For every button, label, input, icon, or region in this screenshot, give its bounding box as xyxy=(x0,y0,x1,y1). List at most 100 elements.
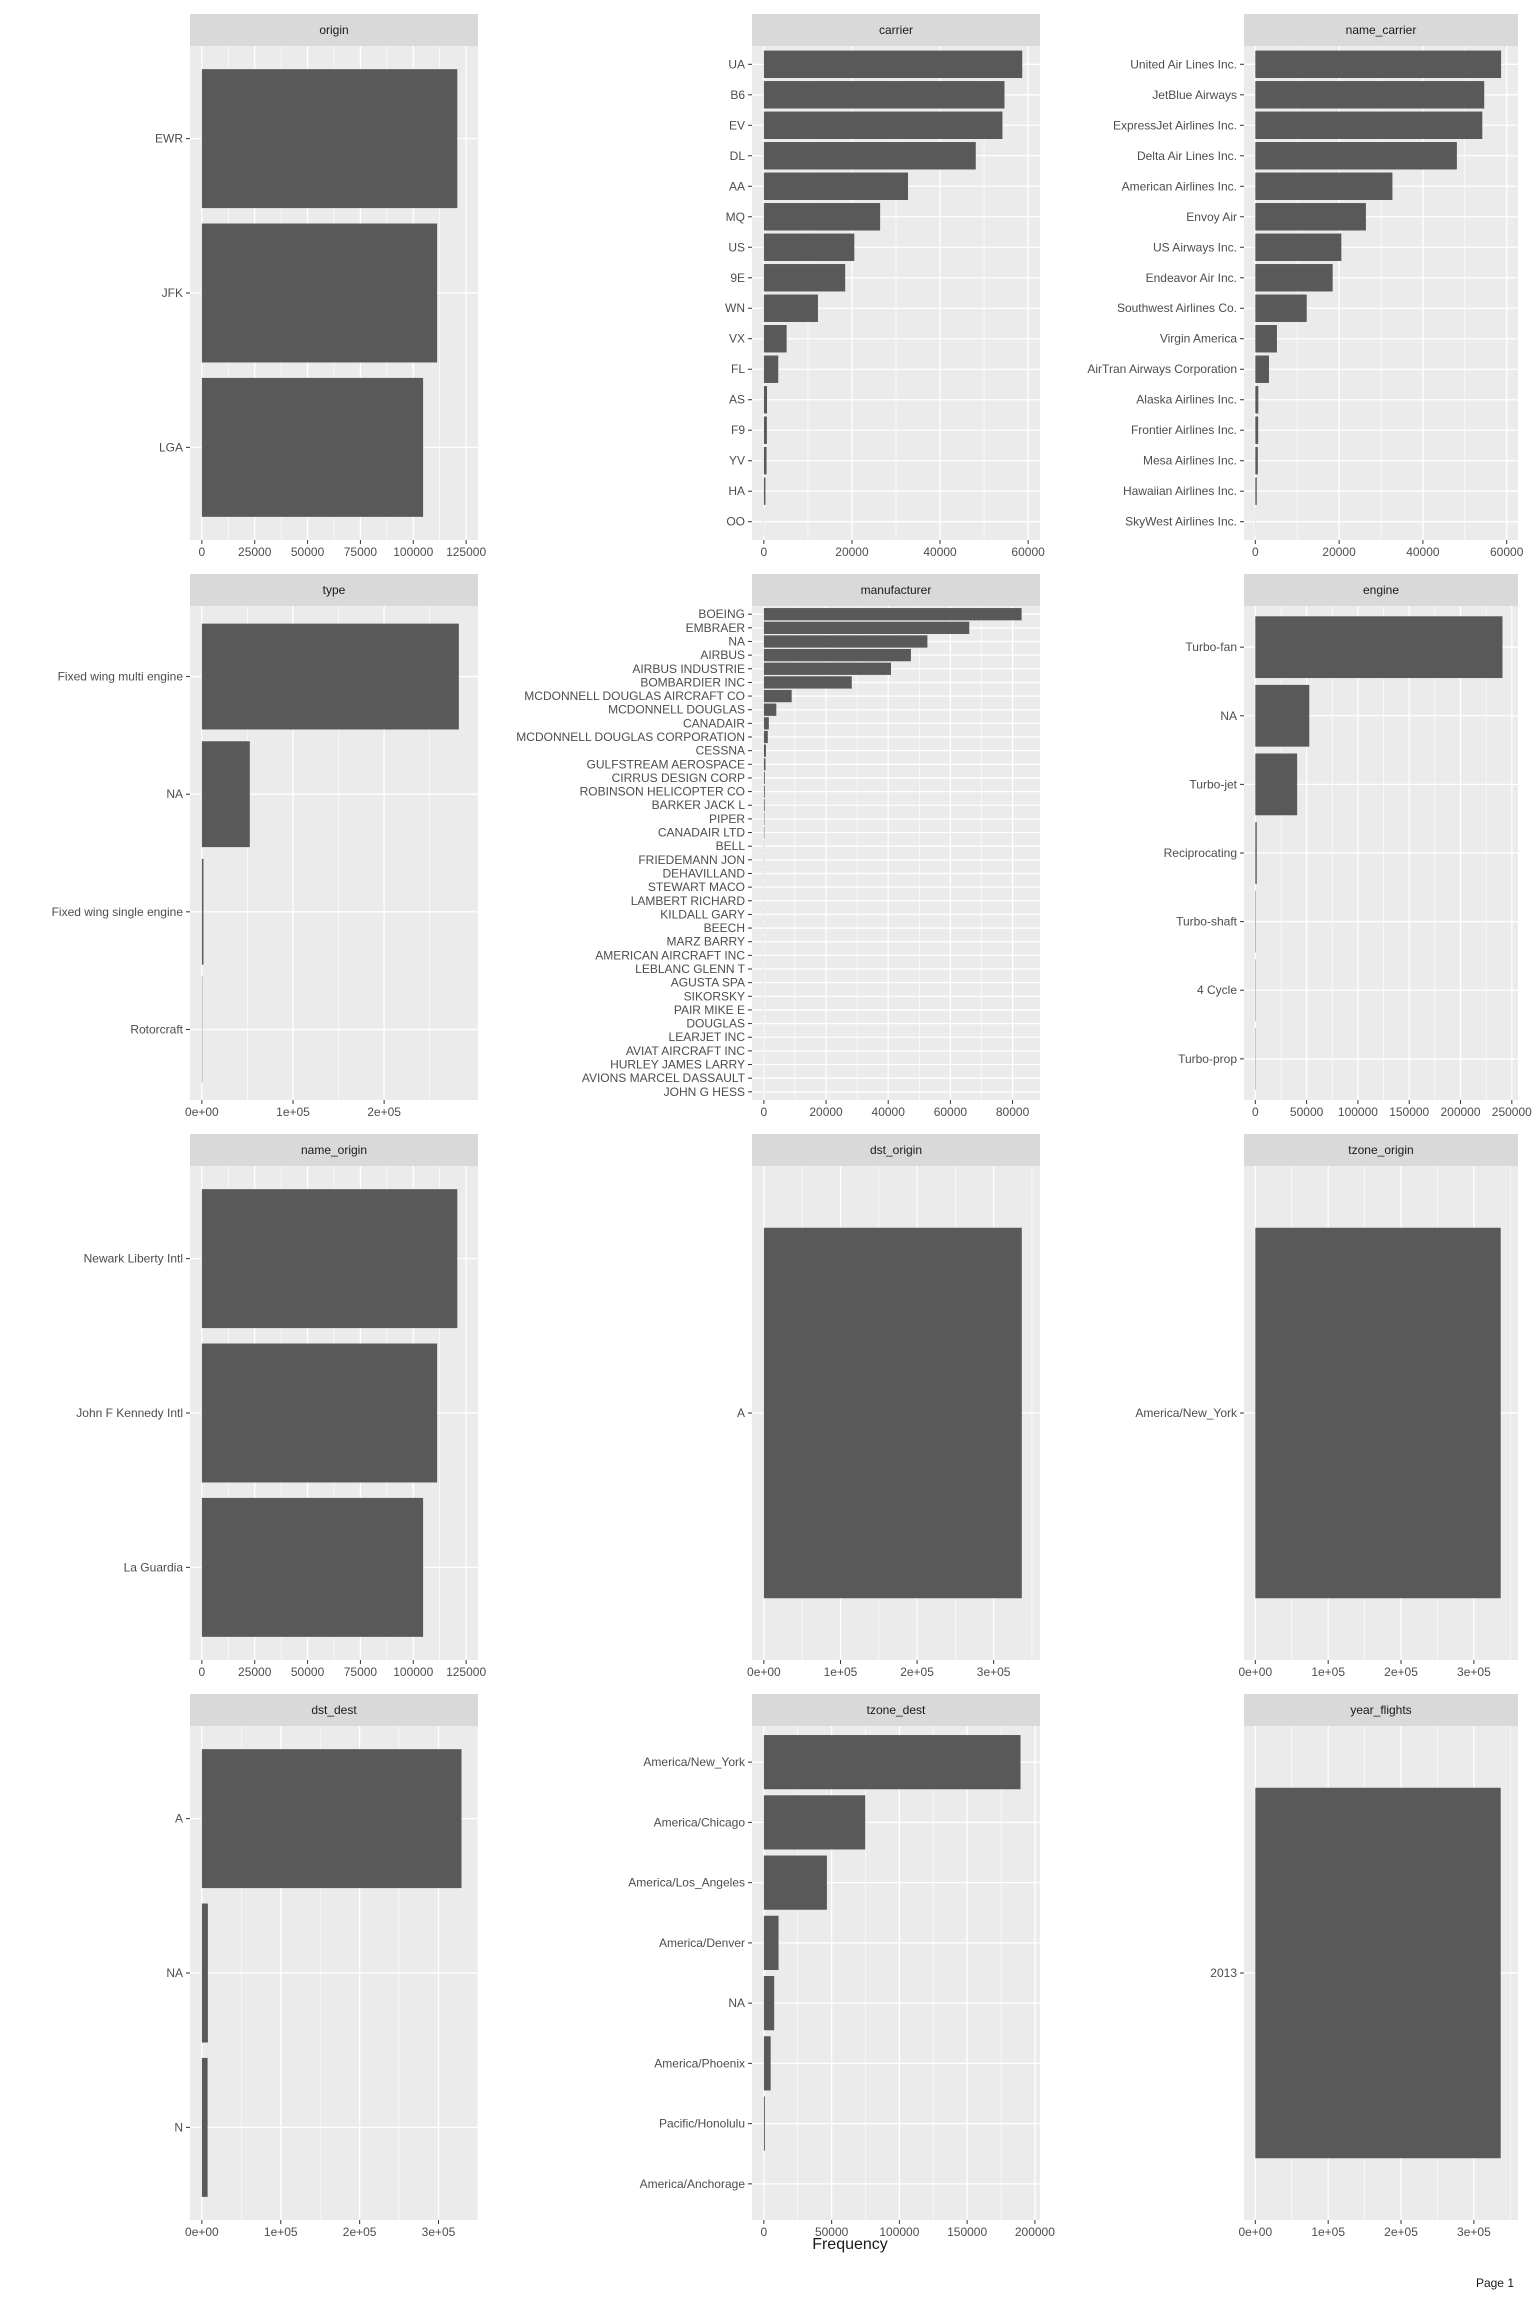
y-tick-label: MQ xyxy=(726,210,745,224)
x-tick-label: 250000 xyxy=(1492,1105,1532,1119)
x-tick-label: 100000 xyxy=(1338,1105,1378,1119)
panel-engine: engine 0 50000 100000 150000 200000 250000 Turb… xyxy=(1164,574,1532,1119)
y-tick-label: LGA xyxy=(159,440,183,454)
y-tick-label: NA xyxy=(166,787,183,801)
x-tick-label: 0 xyxy=(1252,1105,1259,1119)
y-tick-label: MARZ BARRY xyxy=(667,935,745,949)
x-tick-label: 50000 xyxy=(291,1665,325,1679)
y-tick-label: HA xyxy=(728,484,745,498)
strip-background xyxy=(190,1134,478,1166)
y-tick-label: America/Anchorage xyxy=(640,2177,746,2191)
y-tick-label: DEHAVILLAND xyxy=(663,866,746,880)
bar-pacific-honolulu xyxy=(763,2096,765,2151)
bar-as xyxy=(763,386,768,414)
x-tick-label: 75000 xyxy=(344,545,378,559)
y-tick-label: US xyxy=(728,240,745,254)
x-tick-label: 125000 xyxy=(446,1665,486,1679)
y-tick-label: 9E xyxy=(730,271,745,285)
bar-america-denver xyxy=(763,1915,779,1970)
y-tick-label: AGUSTA SPA xyxy=(671,976,745,990)
bar-turbo-jet xyxy=(1255,753,1298,816)
x-tick-label: 60000 xyxy=(1011,545,1045,559)
bar-america-los-angeles xyxy=(763,1855,827,1910)
bar-lga xyxy=(201,377,424,517)
bar-american-airlines-inc xyxy=(1255,172,1393,200)
x-tick-label: 1e+05 xyxy=(1311,1665,1345,1679)
bar-envoy-air xyxy=(1255,203,1366,231)
y-tick-label: EV xyxy=(729,118,745,132)
bar-airbus xyxy=(763,648,911,662)
x-tick-label: 1e+05 xyxy=(824,1665,858,1679)
x-tick-label: 40000 xyxy=(1406,545,1440,559)
y-tick-label: AMERICAN AIRCRAFT INC xyxy=(595,948,745,962)
y-tick-label: B6 xyxy=(730,88,745,102)
y-tick-label: BARKER JACK L xyxy=(652,798,746,812)
y-tick-label: AA xyxy=(729,179,745,193)
bar-us-airways-inc xyxy=(1255,233,1342,261)
x-tick-label: 200000 xyxy=(1440,1105,1480,1119)
x-tick-label: 0e+00 xyxy=(185,2225,219,2239)
y-tick-label: Rotorcraft xyxy=(130,1022,183,1036)
x-tick-label: 1e+05 xyxy=(1311,2225,1345,2239)
y-tick-label: NA xyxy=(728,634,745,648)
bar-9e xyxy=(763,264,846,292)
bar-expressjet-airlines-inc xyxy=(1255,111,1483,140)
panel-manufacturer: manufacturer 0 20000 40000 60000 80000 BOEINGE… xyxy=(516,574,1040,1119)
y-tick-label: Southwest Airlines Co. xyxy=(1117,301,1237,315)
x-tick-label: 3e+05 xyxy=(977,1665,1011,1679)
y-tick-label: EWR xyxy=(155,132,183,146)
y-tick-label: CANADAIR xyxy=(683,716,745,730)
y-tick-label: Newark Liberty Intl xyxy=(84,1252,183,1266)
strip-background xyxy=(190,574,478,606)
bar-ev xyxy=(763,111,1003,140)
y-tick-label: Fixed wing multi engine xyxy=(58,670,184,684)
y-tick-label: ExpressJet Airlines Inc. xyxy=(1113,118,1237,132)
strip-background xyxy=(1244,1134,1518,1166)
bar-america-new-york xyxy=(1255,1227,1501,1599)
strip-title-dst-origin: dst_origin xyxy=(870,1143,922,1157)
y-tick-label: America/New_York xyxy=(1135,1406,1238,1420)
y-tick-label: BELL xyxy=(716,839,746,853)
bar-fixed-wing-single-engine xyxy=(201,858,204,965)
x-tick-label: 100000 xyxy=(879,2225,919,2239)
x-tick-label: 0 xyxy=(761,545,768,559)
bar-barker-jack-l xyxy=(763,799,765,812)
y-tick-label: HURLEY JAMES LARRY xyxy=(610,1058,745,1072)
strip-title-carrier: carrier xyxy=(879,23,913,37)
y-tick-label: FRIEDEMANN JON xyxy=(638,853,745,867)
y-tick-label: John F Kennedy Intl xyxy=(76,1406,183,1420)
bar-ha xyxy=(763,477,766,505)
x-tick-label: 60000 xyxy=(934,1105,968,1119)
bar-mcdonnell-douglas-aircraft-co xyxy=(763,689,792,703)
y-tick-label: AIRBUS INDUSTRIE xyxy=(632,662,745,676)
bar-canadair xyxy=(763,717,769,730)
bar-reciprocating xyxy=(1255,822,1257,884)
x-tick-label: 0 xyxy=(761,1105,768,1119)
x-tick-label: 20000 xyxy=(835,545,869,559)
bar-yv xyxy=(763,446,767,475)
y-tick-label: LAMBERT RICHARD xyxy=(631,894,746,908)
bar-n xyxy=(201,2057,208,2197)
y-tick-label: American Airlines Inc. xyxy=(1122,179,1237,193)
y-tick-label: MCDONNELL DOUGLAS CORPORATION xyxy=(516,730,745,744)
bar-delta-air-lines-inc xyxy=(1255,142,1457,170)
bar-america-new-york xyxy=(763,1735,1021,1790)
bar-na xyxy=(201,1903,208,2043)
y-tick-label: DL xyxy=(730,149,746,163)
y-tick-label: 4 Cycle xyxy=(1197,983,1237,997)
bar-us xyxy=(763,233,855,261)
bar-ewr xyxy=(201,69,458,209)
y-tick-label: WN xyxy=(725,301,745,315)
strip-background xyxy=(752,574,1040,606)
bar-america-chicago xyxy=(763,1795,866,1850)
y-tick-label: Endeavor Air Inc. xyxy=(1146,271,1237,285)
x-tick-label: 50000 xyxy=(291,545,325,559)
panel-origin: origin 0 25000 50000 75000 100000 125000 EWR JFK… xyxy=(155,14,486,559)
bar-na xyxy=(763,635,928,648)
bar-na xyxy=(201,741,250,848)
y-tick-label: Alaska Airlines Inc. xyxy=(1136,393,1237,407)
bar-embraer xyxy=(763,621,970,634)
y-tick-label: MCDONNELL DOUGLAS AIRCRAFT CO xyxy=(524,689,745,703)
bar-alaska-airlines-inc xyxy=(1255,386,1259,414)
